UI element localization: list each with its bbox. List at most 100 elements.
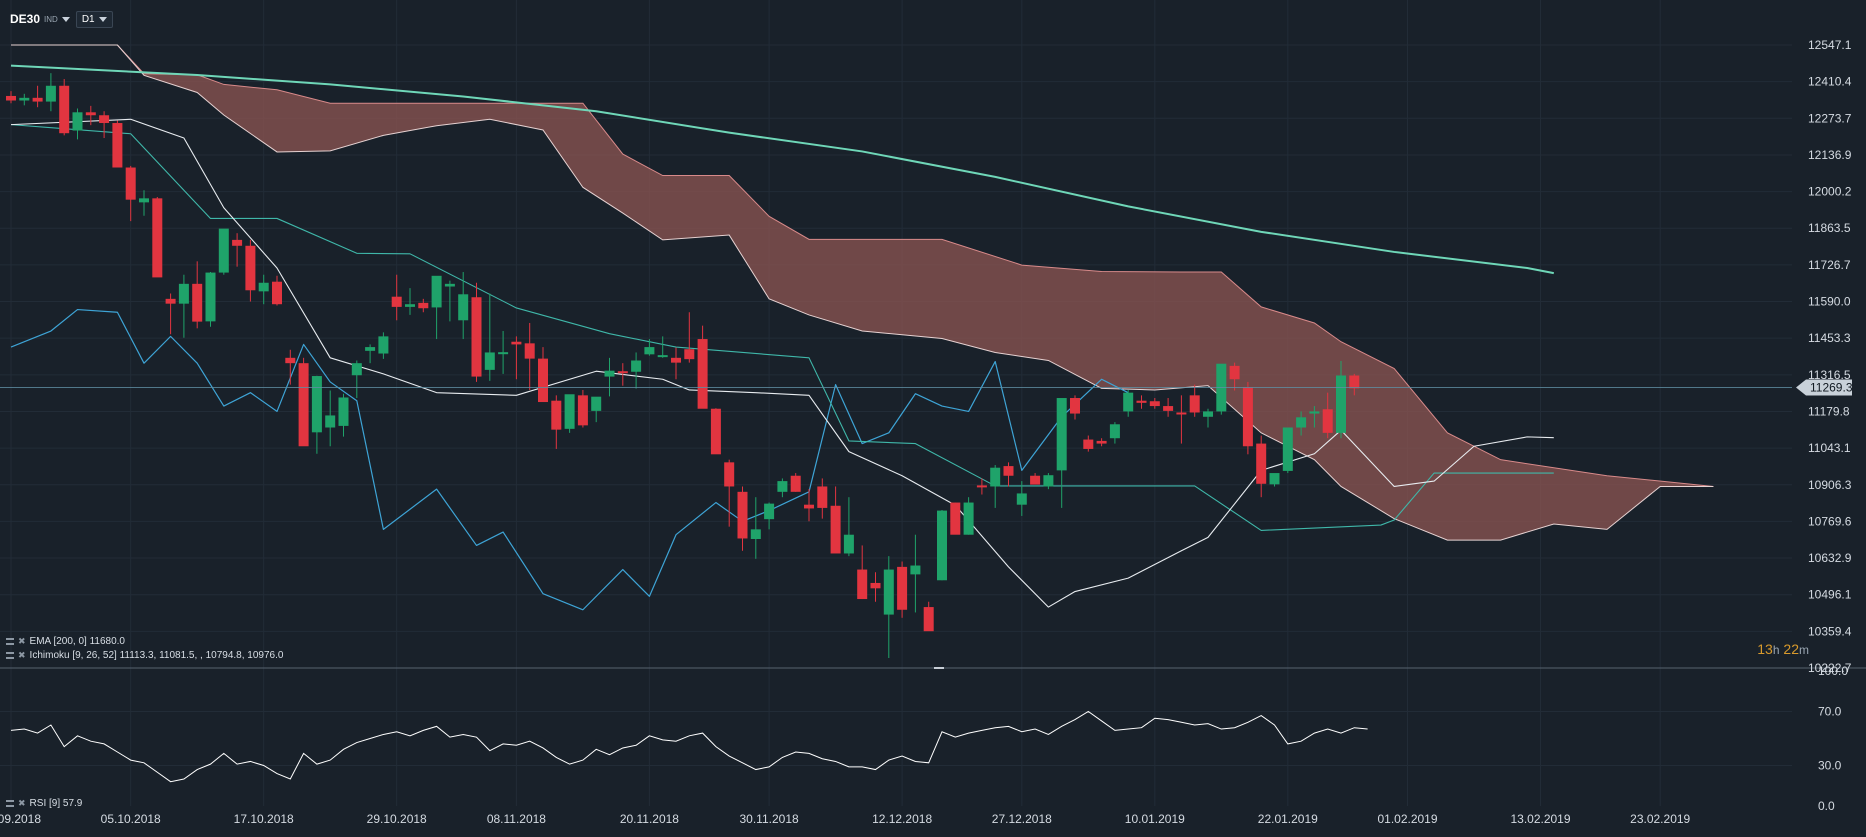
candle-body <box>218 228 229 273</box>
candle <box>870 572 881 602</box>
candle <box>178 274 189 338</box>
candle-body <box>285 357 296 364</box>
y-tick-label: 11453.3 <box>1808 331 1851 345</box>
candle <box>391 274 402 321</box>
candle-body <box>1242 387 1253 447</box>
y-tick-label: 12547.1 <box>1808 38 1852 52</box>
candle-body <box>644 347 655 355</box>
indicator-ichimoku-row[interactable]: ✖ Ichimoku [9, 26, 52] 11113.3, 11081.5,… <box>6 650 283 661</box>
candle <box>351 360 362 399</box>
candle-body <box>777 481 788 492</box>
rsi-line <box>10 710 1368 783</box>
candle <box>1123 389 1134 417</box>
indicator-ema-row[interactable]: ✖ EMA [200, 0] 11680.0 <box>6 636 125 647</box>
candle <box>1016 481 1027 516</box>
close-icon[interactable]: ✖ <box>18 798 26 808</box>
candle <box>6 91 16 104</box>
candle-body <box>1176 412 1187 415</box>
pane-resize-handle <box>934 667 944 669</box>
candle <box>1149 398 1160 409</box>
candle-body <box>205 272 216 322</box>
rsi-y-tick-label: 0.0 <box>1818 799 1835 813</box>
candle <box>311 375 322 454</box>
candle <box>511 336 522 380</box>
candle-body <box>950 502 961 535</box>
candle <box>1256 435 1267 498</box>
candle-body <box>657 355 668 358</box>
timer-h-unit: h <box>1772 643 1780 657</box>
candle <box>1176 395 1187 444</box>
settings-icon[interactable] <box>6 652 14 659</box>
y-tick-label: 10222.7 <box>1808 661 1852 675</box>
candle <box>524 322 535 390</box>
candle <box>458 272 469 340</box>
close-icon[interactable]: ✖ <box>18 650 26 660</box>
y-tick-label: 10496.1 <box>1808 588 1852 602</box>
candle-body <box>538 358 548 403</box>
candle <box>883 556 894 659</box>
candle-body <box>524 343 535 359</box>
candle <box>830 486 841 554</box>
candle <box>1189 384 1200 417</box>
candle <box>1056 398 1067 508</box>
candle <box>444 280 455 322</box>
candle-body <box>963 502 974 535</box>
candle-body <box>724 462 735 487</box>
x-tick-label: 29.10.2018 <box>367 812 427 826</box>
x-tick-label: 17.10.2018 <box>234 812 294 826</box>
x-tick-label: 22.01.2019 <box>1258 812 1318 826</box>
candle <box>471 282 482 382</box>
candle-body <box>1349 375 1360 389</box>
settings-icon[interactable] <box>6 800 14 807</box>
candle-body <box>737 491 748 539</box>
candle-body <box>1003 466 1014 476</box>
x-tick-label: 12.12.2018 <box>872 812 932 826</box>
candle <box>338 393 349 437</box>
y-tick-label: 12136.9 <box>1808 148 1852 162</box>
candle-body <box>1336 375 1346 433</box>
candle <box>139 190 149 216</box>
chikou-span-line <box>10 308 1129 611</box>
candle-body <box>897 566 908 610</box>
candle-body <box>511 341 522 345</box>
indicator-rsi-row[interactable]: ✖ RSI [9] 57.9 <box>6 798 82 809</box>
candle <box>72 108 83 140</box>
y-tick-label: 10359.4 <box>1808 624 1852 638</box>
x-tick-label: 01.02.2019 <box>1377 812 1437 826</box>
candle-body <box>139 198 149 203</box>
current-price-label: 11269.3 <box>1810 380 1853 394</box>
rsi-y-tick-label: 70.0 <box>1818 705 1842 719</box>
timeframe-selector[interactable]: D1 <box>75 10 113 28</box>
candle <box>59 79 70 136</box>
y-tick-label: 12410.4 <box>1808 75 1852 89</box>
candle <box>45 73 56 112</box>
candle-body <box>444 283 455 287</box>
candle-body <box>564 394 575 429</box>
candle <box>298 357 309 447</box>
candle-body <box>843 534 854 554</box>
candle-body <box>1096 440 1107 444</box>
settings-icon[interactable] <box>6 638 14 645</box>
candle-body <box>764 503 775 520</box>
x-tick-label: 23.02.2019 <box>1630 812 1690 826</box>
candle-body <box>923 607 934 632</box>
candle <box>617 363 628 386</box>
candle <box>1109 422 1120 444</box>
candle <box>710 408 721 455</box>
indicator-ichimoku-label: Ichimoku [9, 26, 52] 11113.3, 11081.5, ,… <box>29 650 284 661</box>
candle-body <box>232 239 243 246</box>
candle <box>963 497 974 535</box>
candle-body <box>85 112 96 116</box>
candle <box>245 239 256 302</box>
candle <box>897 561 908 618</box>
symbol-selector[interactable]: DE30 IND <box>6 12 70 26</box>
candle <box>790 473 801 492</box>
candle <box>1216 363 1227 415</box>
y-tick-label: 11043.1 <box>1808 441 1851 455</box>
timer-hours: 13 <box>1757 641 1773 657</box>
candle-body <box>1083 439 1094 449</box>
close-icon[interactable]: ✖ <box>18 636 26 646</box>
y-tick-label: 10906.3 <box>1808 478 1852 492</box>
candle-body <box>192 283 203 322</box>
